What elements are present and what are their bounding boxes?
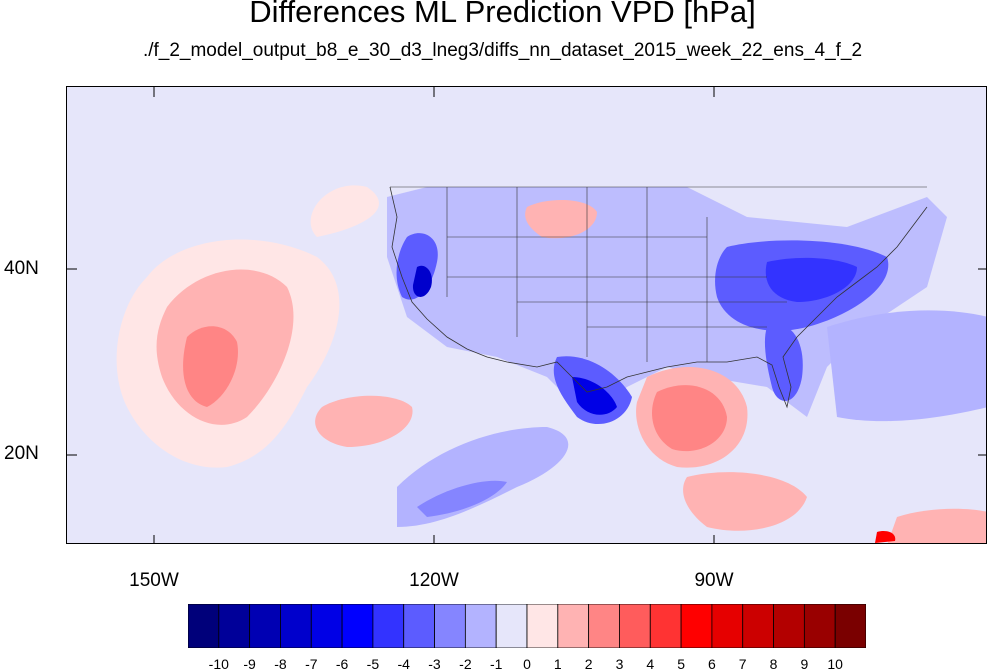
colorbar-tick-label: -8: [274, 656, 287, 672]
colorbar-tick-label: -10: [208, 656, 229, 672]
colorbar-tick-label: -7: [305, 656, 318, 672]
colorbar: [188, 604, 866, 648]
colorbar-swatch: [218, 604, 251, 648]
map-panel: [66, 86, 987, 544]
colorbar-swatch: [649, 604, 682, 648]
lon-label-120w: 120W: [409, 570, 459, 591]
colorbar-tick-label: 9: [800, 656, 809, 672]
colorbar-swatch: [464, 604, 497, 648]
lat-label-40n: 40N: [4, 258, 39, 279]
lon-label-90w: 90W: [694, 570, 734, 591]
colorbar-swatch: [680, 604, 713, 648]
colorbar-swatch: [619, 604, 651, 648]
colorbar-tick-label: 0: [523, 656, 531, 672]
colorbar-tick-label: -1: [489, 656, 503, 672]
vpd-difference-field: [67, 87, 986, 543]
colorbar-tick-label: 4: [646, 656, 655, 672]
colorbar-swatch: [526, 604, 559, 648]
colorbar-tick-label: -5: [366, 656, 380, 672]
colorbar-tick-label: 10: [827, 656, 843, 672]
colorbar-tick-label: 2: [584, 656, 593, 672]
lon-label-150w: 150W: [129, 570, 179, 591]
colorbar-swatch: [249, 604, 281, 648]
colorbar-tick-label: 7: [738, 656, 747, 672]
map-title: Differences ML Prediction VPD [hPa]: [249, 0, 756, 29]
colorbar-swatch: [403, 604, 435, 648]
colorbar-tick-label: -4: [397, 656, 410, 672]
colorbar-tick-label: -6: [335, 656, 349, 672]
colorbar-tick-label: -2: [459, 656, 472, 672]
colorbar-swatch: [834, 604, 866, 648]
colorbar-swatch: [711, 604, 744, 648]
colorbar-swatch: [372, 604, 405, 648]
colorbar-tick-label: -9: [243, 656, 256, 672]
colorbar-swatch: [341, 604, 374, 648]
colorbar-swatch: [742, 604, 774, 648]
colorbar-swatch: [434, 604, 466, 648]
colorbar-swatch: [803, 604, 836, 648]
colorbar-swatch: [188, 604, 220, 648]
colorbar-tick-label: -3: [428, 656, 441, 672]
colorbar-swatch: [495, 604, 528, 648]
colorbar-tick-label: 1: [553, 656, 562, 672]
colorbar-swatch: [280, 604, 312, 648]
lat-label-20n: 20N: [4, 443, 39, 464]
colorbar-tick-label: 6: [707, 656, 716, 672]
colorbar-swatch: [773, 604, 805, 648]
colorbar-tick-label: 8: [769, 656, 778, 672]
colorbar-swatch: [557, 604, 590, 648]
colorbar-tick-label: 3: [615, 656, 624, 672]
map-subtitle: ./f_2_model_output_b8_e_30_d3_lneg3/diff…: [142, 40, 863, 61]
colorbar-tick-label: 5: [677, 656, 685, 672]
colorbar-swatch: [588, 604, 620, 648]
colorbar-swatch: [310, 604, 343, 648]
